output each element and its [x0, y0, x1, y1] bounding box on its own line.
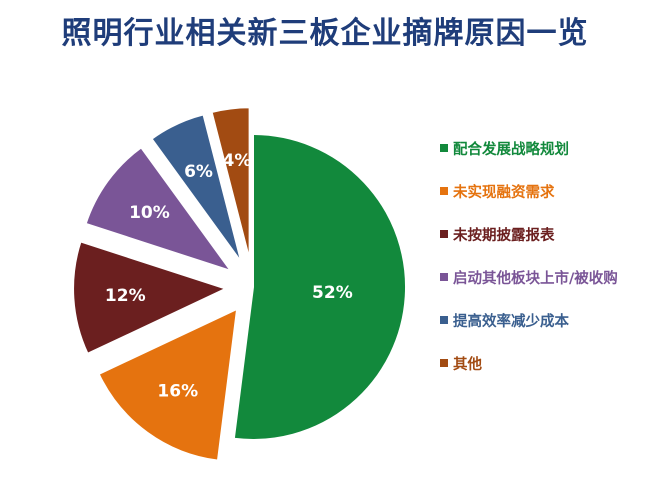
legend-item-6: 其他 — [440, 355, 645, 373]
chart-title: 照明行业相关新三板企业摘牌原因一览 — [61, 16, 589, 51]
pie-slice-5 — [150, 113, 243, 264]
legend-label-4: 启动其他板块上市/被收购 — [453, 270, 618, 287]
pie-slice-1 — [232, 132, 407, 441]
legend-item-1: 配合发展战略规划 — [440, 140, 645, 158]
legend-label-2: 未实现融资需求 — [453, 184, 555, 201]
legend-swatch-6 — [440, 359, 448, 367]
legend-swatch-4 — [440, 273, 448, 281]
pie-slice-label-5: 6% — [184, 162, 213, 182]
legend-label-1: 配合发展战略规划 — [453, 141, 569, 158]
legend-item-5: 提高效率减少成本 — [440, 312, 645, 330]
pie-slice-label-3: 12% — [105, 286, 146, 306]
pie-slice-label-1: 52% — [312, 283, 353, 303]
legend-label-3: 未按期披露报表 — [453, 227, 555, 244]
legend-swatch-5 — [440, 316, 448, 324]
legend-label-5: 提高效率减少成本 — [453, 313, 569, 330]
pie-slice-3 — [72, 240, 229, 356]
legend-item-4: 启动其他板块上市/被收购 — [440, 269, 645, 287]
legend-swatch-1 — [440, 144, 448, 152]
legend-swatch-2 — [440, 187, 448, 195]
pie-slice-6 — [210, 106, 251, 261]
legend-label-6: 其他 — [453, 356, 482, 373]
pie-slice-label-4: 10% — [129, 203, 170, 223]
legend-item-2: 未实现融资需求 — [440, 183, 645, 201]
pie-slice-2 — [97, 307, 239, 462]
legend-swatch-3 — [440, 230, 448, 238]
pie-slice-label-2: 16% — [157, 382, 198, 402]
pie-slice-4 — [84, 145, 234, 274]
legend-item-3: 未按期披露报表 — [440, 226, 645, 244]
pie-slice-label-6: 4% — [223, 151, 252, 171]
legend: 配合发展战略规划 未实现融资需求 未按期披露报表启动其他板块上市/被收购 提高效率减少… — [440, 140, 645, 398]
